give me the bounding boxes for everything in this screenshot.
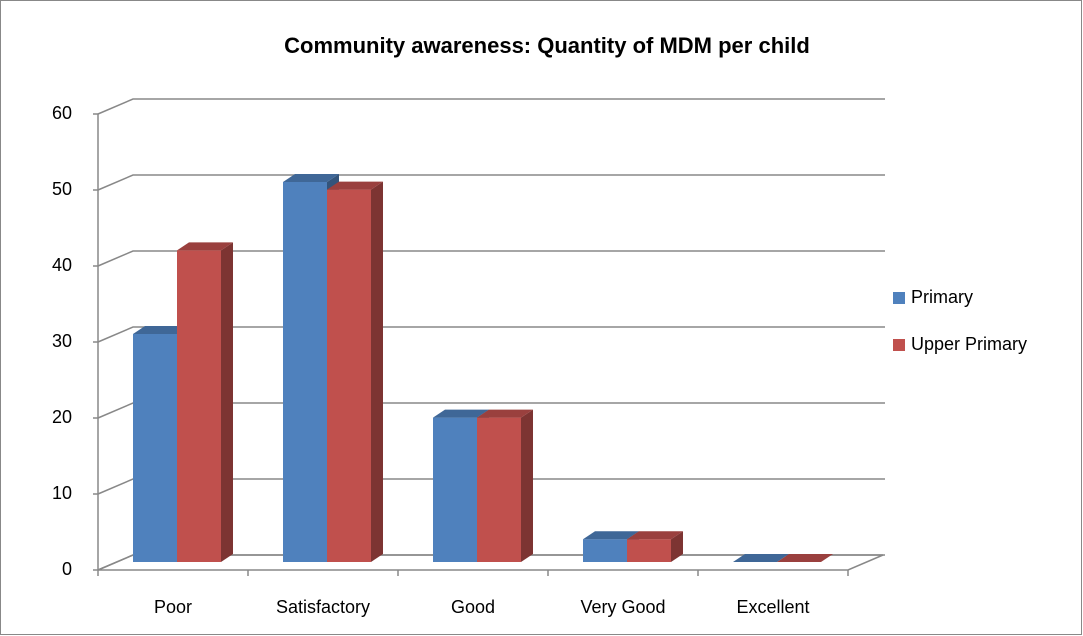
x-tick-label: Excellent <box>736 597 809 617</box>
y-tick-label: 20 <box>52 407 72 427</box>
y-tick-label: 60 <box>52 103 72 123</box>
bar-top <box>283 174 339 182</box>
bar-side <box>521 409 533 562</box>
bar-top <box>627 531 683 540</box>
grid-line <box>97 250 885 267</box>
y-tick-label: 40 <box>52 255 72 275</box>
y-tick-label: 30 <box>52 331 72 351</box>
chart-title: Community awareness: Quantity of MDM per… <box>284 33 810 58</box>
bar-top <box>433 409 489 418</box>
y-tick-label: 0 <box>62 559 72 579</box>
bar <box>177 242 233 562</box>
grid-line <box>97 174 885 191</box>
legend-swatch <box>893 339 905 351</box>
bar-top <box>177 242 233 251</box>
legend-label: Primary <box>911 287 973 307</box>
bar-front <box>627 539 671 562</box>
bar-top <box>583 531 639 540</box>
bar-side <box>221 242 233 562</box>
bar-side <box>671 531 683 562</box>
bar-front <box>583 539 627 562</box>
bar-top <box>327 181 383 190</box>
bar-side <box>371 181 383 562</box>
legend-label: Upper Primary <box>911 334 1027 354</box>
bar <box>327 181 383 562</box>
x-tick-label: Satisfactory <box>276 597 370 617</box>
bar-front <box>133 334 177 562</box>
bar-front <box>433 417 477 562</box>
legend-swatch <box>893 292 905 304</box>
bar <box>477 409 533 562</box>
grid-line <box>97 98 885 115</box>
bar-front <box>177 250 221 562</box>
x-tick-label: Very Good <box>580 597 665 617</box>
y-tick-label: 10 <box>52 483 72 503</box>
x-tick-label: Poor <box>154 597 192 617</box>
x-tick-label: Good <box>451 597 495 617</box>
bar <box>627 531 683 562</box>
bar-front <box>283 182 327 562</box>
y-tick-label: 50 <box>52 179 72 199</box>
bar-top <box>777 554 833 562</box>
bar <box>777 554 833 562</box>
bar-top <box>733 554 789 562</box>
bar-front <box>327 189 371 562</box>
bar <box>733 554 789 562</box>
grid-line <box>97 326 885 343</box>
bar-front <box>477 417 521 562</box>
bar-top <box>477 409 533 418</box>
bar-top <box>133 326 189 334</box>
